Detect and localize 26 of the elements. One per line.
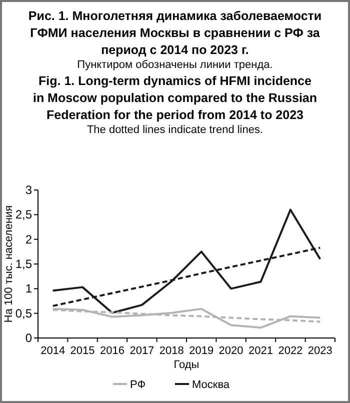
x-axis-title: Годы xyxy=(174,359,200,371)
y-tick-label: 1,5 xyxy=(15,257,32,271)
x-tick-label: 2018 xyxy=(159,345,184,357)
x-tick-label: 2019 xyxy=(189,345,214,357)
text: The dotted lines indicate trend lines. xyxy=(86,124,264,136)
x-tick-label: 2020 xyxy=(218,345,244,357)
y-tick-label: 2,5 xyxy=(15,208,32,222)
y-tick-label: 0,5 xyxy=(15,306,32,320)
chart-subtitle: Пунктиром обозначены линии тренда. xyxy=(77,59,273,71)
y-tick-label: 0 xyxy=(25,331,32,345)
x-tick-label: 2017 xyxy=(130,345,154,357)
legend-label: РФ xyxy=(130,379,146,391)
x-tick-label: 2014 xyxy=(40,345,66,357)
caption: Fig. 1. Long-term dynamics of HFMI incidence in Moscow population compared to the Russian Federation for the period from 2014 to 2023 xyxy=(32,74,318,122)
y-tick-label: 2 xyxy=(25,232,32,246)
y-tick-label: 3 xyxy=(25,183,32,197)
chart-title: Рис. 1. Многолетняя динамика заболеваемости ГФМИ населения Москвы в сравнении с РФ за период с 2014 по 2023 г. xyxy=(28,9,322,57)
x-tick-label: 2022 xyxy=(278,345,303,357)
x-tick-label: 2023 xyxy=(308,345,332,357)
x-tick-label: 2015 xyxy=(70,345,95,357)
line-series xyxy=(52,208,322,314)
y-tick-label: 1 xyxy=(25,282,32,296)
y-axis-title: На 100 тыс. населения xyxy=(3,205,15,323)
x-tick-label: 2021 xyxy=(248,345,273,357)
x-tick-label: 2016 xyxy=(100,345,124,357)
legend-label: Москва xyxy=(192,379,230,391)
